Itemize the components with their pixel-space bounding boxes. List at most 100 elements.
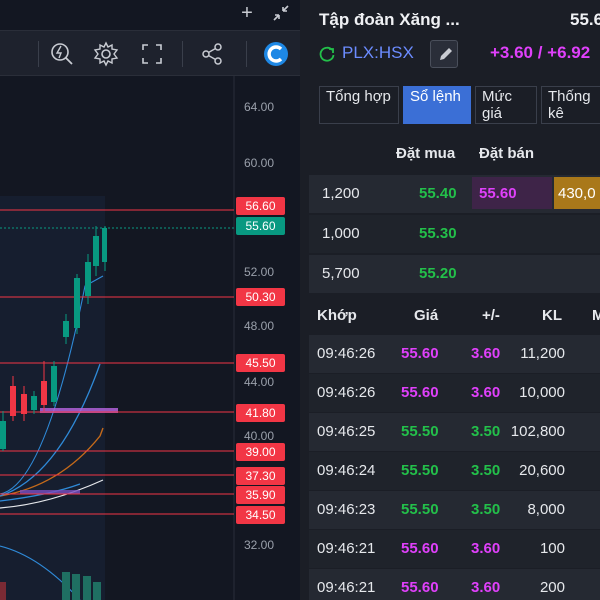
ask-price-cell: [472, 177, 552, 209]
level-price-tag: 34.50: [236, 506, 285, 524]
trade-time: 09:46:21: [317, 579, 376, 596]
tab-price-levels[interactable]: Mức giá: [475, 86, 537, 124]
candlestick-chart[interactable]: [0, 76, 300, 600]
ask-quantity: 430,0: [558, 185, 596, 202]
trade-price: 55.60: [401, 540, 439, 557]
volume-bar: [62, 572, 70, 600]
level-price-tag: 56.60: [236, 197, 285, 215]
bid-price: 55.30: [419, 225, 457, 242]
trade-volume: 10,000: [519, 384, 565, 401]
trade-change: 3.60: [471, 384, 501, 401]
bid-quantity: 1,000: [322, 225, 360, 242]
order-book-row: 1,000 55.30: [309, 215, 600, 253]
price-change: +3.60 / +6.92: [490, 43, 591, 62]
trade-price: 55.50: [401, 462, 439, 479]
chart-panel[interactable]: +: [0, 0, 300, 600]
level-price-tag: 37.30: [236, 467, 285, 485]
ticker-row: PLX:HSX +3.60 / +6.92: [318, 40, 600, 68]
trade-time: 09:46:26: [317, 384, 376, 401]
volume-bar: [93, 582, 101, 600]
volume-profile-bar: [40, 408, 118, 413]
candle: [0, 421, 6, 449]
axis-tick-label: 44.00: [244, 375, 275, 389]
trade-price: 55.60: [401, 579, 439, 596]
ma-line-orange: [0, 427, 104, 497]
fullscreen-icon[interactable]: [138, 40, 166, 68]
trade-change: 3.50: [471, 462, 501, 479]
ask-quantity-cell: [554, 177, 600, 209]
edit-button[interactable]: [430, 40, 458, 68]
trade-change: 3.60: [471, 540, 501, 557]
gear-icon[interactable]: [92, 40, 120, 68]
time-header: Khớp: [317, 307, 357, 324]
trade-price: 55.60: [401, 345, 439, 362]
ticker-symbol[interactable]: PLX:HSX: [342, 43, 414, 62]
tab-bar: Tổng hợp Sổ lệnh Mức giá Thống kê: [319, 86, 600, 124]
order-book-row: 5,700 55.20: [309, 255, 600, 293]
ask-header: Đặt bán: [479, 145, 535, 162]
app-logo-icon[interactable]: [262, 40, 290, 68]
trade-price: 55.60: [401, 384, 439, 401]
tab-summary[interactable]: Tổng hợp: [319, 86, 399, 124]
trade-price: 55.50: [401, 423, 439, 440]
candle: [74, 278, 80, 328]
bid-price: 55.40: [419, 185, 457, 202]
trade-change: 3.50: [471, 501, 501, 518]
toolbar-divider: [182, 41, 183, 67]
bid-price: 55.20: [419, 265, 457, 282]
order-book-row: 1,200 55.40 55.60 430,0: [309, 175, 600, 213]
stock-price: 55.6: [570, 10, 600, 29]
axis-tick-label: 32.00: [244, 538, 275, 552]
toolbar-divider: [246, 41, 247, 67]
candle: [21, 394, 27, 414]
axis-tick-label: 40.00: [244, 429, 275, 443]
trade-time: 09:46:26: [317, 345, 376, 362]
level-price-tag: 50.30: [236, 288, 285, 306]
candle: [51, 366, 57, 402]
trade-time: 09:46:25: [317, 423, 376, 440]
bid-header: Đặt mua: [396, 145, 456, 162]
volume-bar: [72, 574, 80, 600]
trade-change: 3.60: [471, 579, 501, 596]
trade-time: 09:46:23: [317, 501, 376, 518]
change-header: +/-: [482, 307, 500, 324]
axis-tick-label: 52.00: [244, 265, 275, 279]
ma-line-white: [0, 479, 104, 509]
level-price-tag: 45.50: [236, 354, 285, 372]
stock-info-panel: Tập đoàn Xăng ... 55.6 PLX:HSX +3.60 / +…: [302, 0, 600, 600]
candle: [31, 396, 37, 410]
zoom-auto-icon[interactable]: [48, 40, 76, 68]
refresh-icon[interactable]: [318, 45, 336, 63]
share-icon[interactable]: [198, 40, 226, 68]
tab-statistics[interactable]: Thống kê: [541, 86, 600, 124]
level-price-tag: 41.80: [236, 404, 285, 422]
trade-change: 3.50: [471, 423, 501, 440]
collapse-icon[interactable]: [270, 2, 292, 24]
volume-header: KL: [542, 307, 562, 324]
candles: [0, 226, 107, 451]
candle: [102, 228, 107, 262]
ask-price: 55.60: [479, 185, 517, 202]
trade-row: 09:46:21 55.60 3.60 100: [309, 530, 600, 568]
trade-time: 09:46:24: [317, 462, 376, 479]
trade-time: 09:46:21: [317, 540, 376, 557]
trade-row: 09:46:25 55.50 3.50 102,800: [309, 413, 600, 451]
level-price-tag: 35.90: [236, 486, 285, 504]
volume-bar: [83, 576, 91, 600]
chart-toolbar: [0, 30, 300, 76]
trade-price: 55.50: [401, 501, 439, 518]
plus-icon[interactable]: +: [241, 2, 253, 24]
trade-row: 09:46:26 55.60 3.60 10,000: [309, 374, 600, 412]
trade-row: 09:46:26 55.60 3.60 11,200: [309, 335, 600, 373]
bid-quantity: 1,200: [322, 185, 360, 202]
extra-header: M: [592, 307, 600, 324]
axis-tick-label: 48.00: [244, 319, 275, 333]
volume-profile-bar: [20, 490, 80, 494]
candle: [85, 262, 91, 296]
candle: [63, 321, 69, 337]
trade-volume: 20,600: [519, 462, 565, 479]
trade-volume: 102,800: [510, 423, 565, 440]
tab-order-book[interactable]: Sổ lệnh: [403, 86, 471, 124]
stock-name: Tập đoàn Xăng ...: [319, 10, 460, 29]
trade-volume: 11,200: [520, 345, 565, 362]
